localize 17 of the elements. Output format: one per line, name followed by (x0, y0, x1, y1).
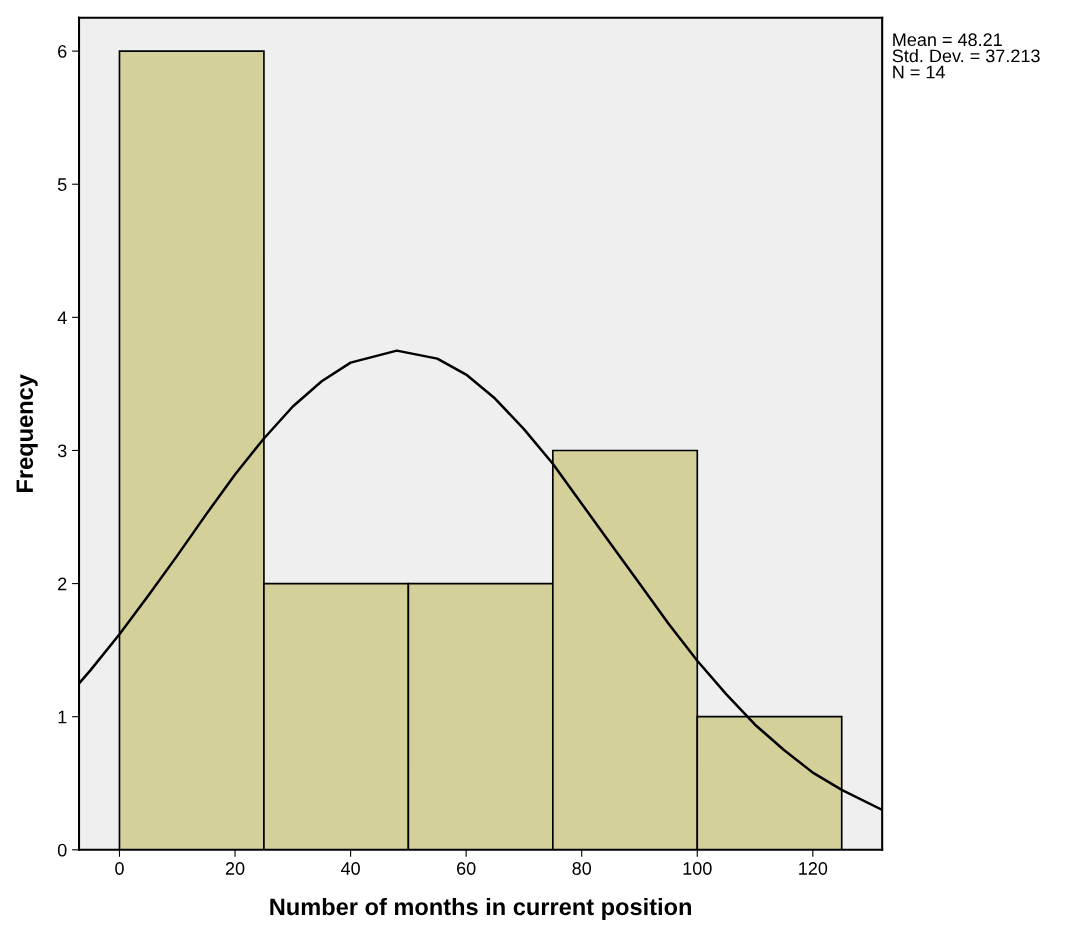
x-tick-label: 80 (572, 862, 592, 875)
x-axis-title: Number of months in current position (270, 897, 691, 920)
x-tick-label: 20 (225, 862, 245, 875)
y-tick-label: 3 (57, 444, 67, 458)
x-tick-label: 0 (115, 862, 124, 875)
y-tick-label: 4 (57, 311, 67, 324)
y-tick-label: 0 (57, 843, 67, 857)
y-tick-label: 6 (58, 45, 67, 58)
x-tick-label: 120 (799, 862, 828, 875)
text: Mean = 48.21 Std. Dev. = 37.213 N = 14 (892, 33, 1040, 79)
y-axis-title: Frequency (16, 374, 38, 492)
y-tick-label: 2 (58, 577, 67, 591)
y-tick-label: 1 (58, 710, 67, 724)
x-tick-label: 40 (340, 862, 360, 875)
x-tick-label: 60 (457, 862, 476, 875)
y-tick-label: 5 (57, 178, 67, 191)
x-tick-label: 100 (683, 862, 712, 875)
